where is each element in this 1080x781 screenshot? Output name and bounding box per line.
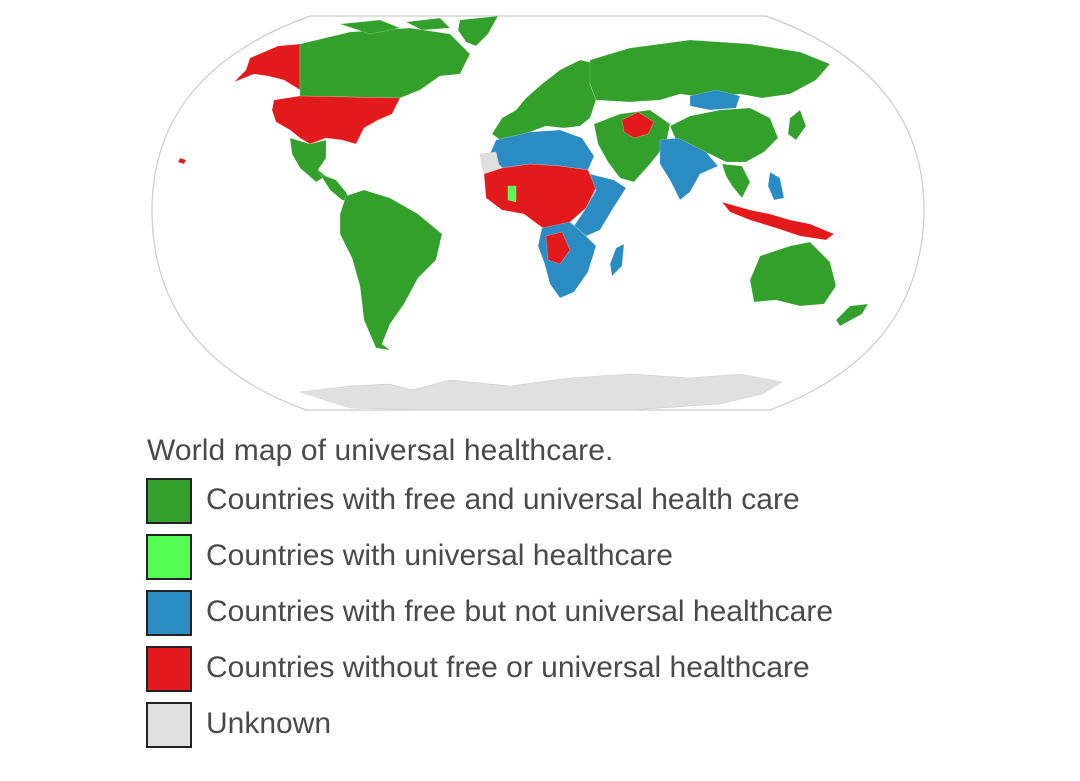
region-japan	[787, 109, 807, 141]
world-map	[150, 14, 926, 412]
legend-swatch-universal	[146, 534, 192, 580]
region-antarctica	[299, 373, 783, 411]
legend-label-free-universal: Countries with free and universal health…	[206, 483, 800, 516]
region-hawaii	[177, 157, 187, 165]
region-madagascar	[609, 243, 625, 277]
region-south-america	[339, 189, 443, 351]
region-west-central-africa	[483, 163, 597, 235]
legend-label-no-free-no-universal: Countries without free or universal heal…	[206, 651, 810, 684]
legend-label-universal: Countries with universal healthcare	[206, 539, 673, 572]
legend-swatch-free-universal	[146, 478, 192, 524]
region-alaska	[233, 43, 301, 91]
region-canada-islands	[339, 17, 451, 35]
region-united-states	[271, 95, 401, 145]
region-indonesia	[721, 201, 835, 241]
legend-swatch-free-not-universal	[146, 590, 192, 636]
region-australia	[749, 241, 837, 307]
legend-label-unknown: Unknown	[206, 707, 332, 740]
region-southeast-asia	[721, 163, 751, 199]
region-greenland	[457, 15, 499, 47]
map-caption: World map of universal healthcare.	[147, 434, 614, 467]
region-russia	[589, 39, 831, 103]
region-afghanistan	[621, 111, 655, 139]
region-new-zealand	[835, 303, 869, 327]
legend-label-free-not-universal: Countries with free but not universal he…	[206, 595, 834, 628]
region-east-africa	[573, 173, 627, 237]
region-india	[659, 137, 719, 201]
region-ghana	[507, 185, 517, 203]
region-philippines	[767, 171, 785, 201]
region-central-south-africa	[545, 231, 571, 265]
legend-swatch-no-free-no-universal	[146, 646, 192, 692]
region-mexico	[289, 137, 327, 183]
legend-swatch-unknown	[146, 702, 192, 748]
region-mongolia	[689, 89, 741, 111]
